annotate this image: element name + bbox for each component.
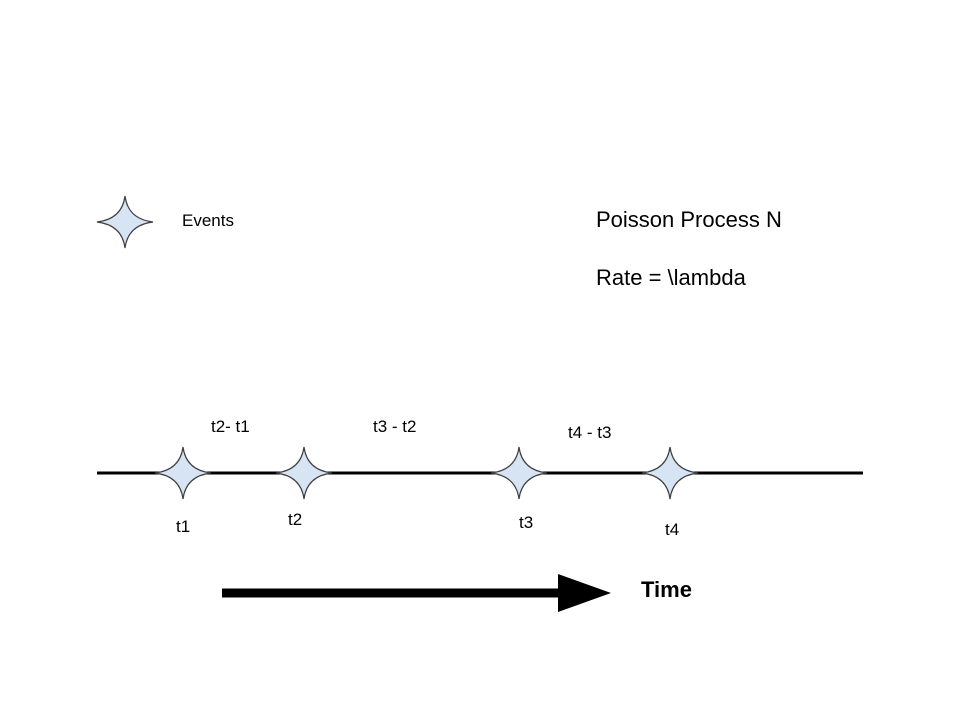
interval-label: t2- t1	[211, 417, 250, 436]
interval-label: t4 - t3	[568, 423, 612, 442]
event-star-icon	[490, 446, 548, 500]
event-time-label: t4	[665, 520, 680, 539]
event-star-icon	[154, 446, 212, 500]
interval-label: t3 - t2	[373, 417, 417, 436]
legend-star-icon	[96, 195, 154, 249]
event-star-icon	[275, 446, 333, 500]
time-axis-title: Time	[641, 577, 692, 602]
event-star-icon	[641, 446, 699, 500]
event-time-label: t2	[288, 510, 303, 529]
event-time-label: t3	[519, 513, 534, 532]
legend-label: Events	[182, 211, 234, 230]
time-arrow-head-icon	[558, 574, 611, 612]
diagram-title: Poisson Process N	[596, 207, 782, 232]
rate-label: Rate = \lambda	[596, 265, 746, 290]
event-time-label: t1	[176, 517, 191, 536]
